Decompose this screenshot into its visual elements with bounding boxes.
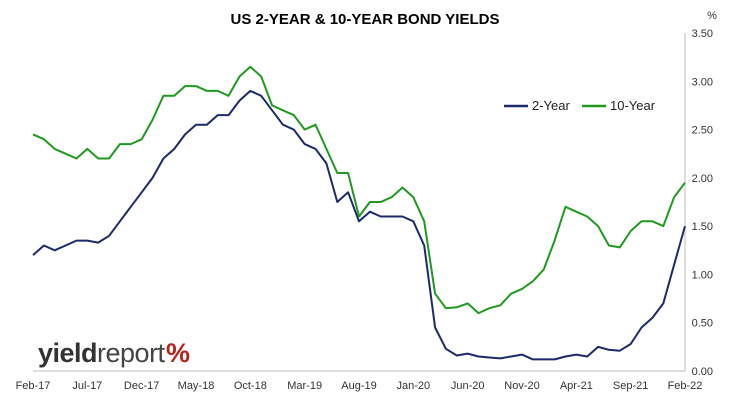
x-tick-label: Feb-22 — [668, 380, 703, 392]
x-tick-labels: Feb-17 Jul-17 Dec-17 May-18 Oct-18 Mar-19 Aug-… — [16, 380, 703, 392]
series-lines — [32, 65, 686, 361]
yieldreport-logo: yieldreport % — [38, 338, 190, 368]
y-tick-label: 2.50 — [692, 125, 713, 137]
legend-label-2-year: 2-Year — [532, 98, 570, 113]
y-axis-unit: % — [707, 10, 717, 22]
y-tick-label: 0.00 — [692, 366, 713, 378]
logo-text-bold: yield — [38, 338, 97, 368]
y-tick-labels: 0.00 0.50 1.00 1.50 2.00 2.50 3.00 3.50 — [692, 28, 713, 378]
x-tick-label: Jan-20 — [397, 380, 431, 392]
x-tick-label: Oct-18 — [234, 380, 267, 392]
x-tick-label: Dec-17 — [124, 380, 159, 392]
y-tick-label: 2.00 — [692, 173, 713, 185]
chart-title: US 2-YEAR & 10-YEAR BOND YIELDS — [231, 11, 500, 28]
x-tick-label: Aug-19 — [341, 380, 376, 392]
x-tick-label: May-18 — [178, 380, 215, 392]
legend: 2-Year 10-Year — [504, 98, 656, 113]
series-line-10-year — [32, 65, 686, 315]
y-tick-label: 1.50 — [692, 221, 713, 233]
y-tick-label: 3.00 — [692, 76, 713, 88]
x-tick-label: Jun-20 — [451, 380, 485, 392]
x-tick-label: Apr-21 — [560, 380, 593, 392]
x-tick-label: Sep-21 — [613, 380, 648, 392]
y-tick-label: 1.00 — [692, 269, 713, 281]
svg-text:yieldreport: yieldreport — [38, 338, 166, 368]
y-tick-label: 3.50 — [692, 28, 713, 40]
legend-label-10-year: 10-Year — [610, 98, 656, 113]
x-tick-label: Nov-20 — [504, 380, 539, 392]
series-line-2-year — [32, 89, 686, 361]
logo-percent-symbol: % — [166, 338, 190, 368]
logo-text-light: report — [97, 338, 166, 368]
x-tick-label: Feb-17 — [16, 380, 51, 392]
x-tick-label: Jul-17 — [72, 380, 102, 392]
x-tick-label: Mar-19 — [287, 380, 322, 392]
y-tick-label: 0.50 — [692, 318, 713, 330]
